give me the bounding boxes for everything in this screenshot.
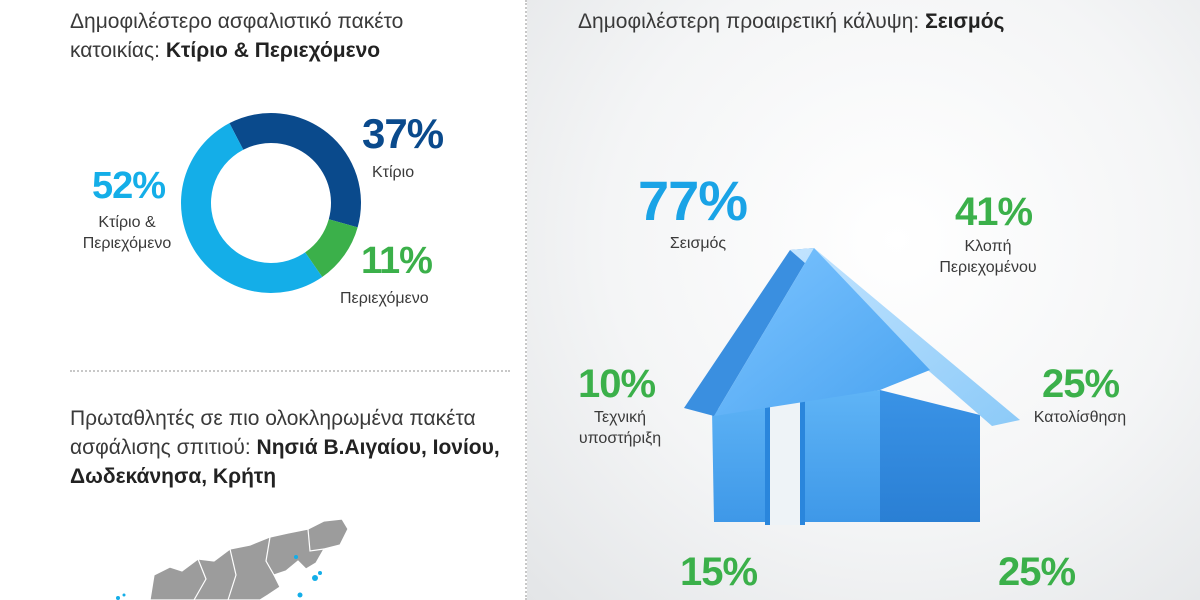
coverage-theft-value: 41%	[955, 190, 1033, 234]
donut-label-building-contents: Κτίριο & Περιεχόμενο	[82, 214, 172, 252]
coverage-earthquake-label: Σεισμός	[669, 235, 727, 252]
house-illustration	[684, 248, 1020, 525]
coverage-stat-5-value: 15%	[680, 550, 758, 594]
left-panel	[0, 0, 525, 600]
coverage-earthquake-value: 77%	[638, 169, 748, 232]
champions-heading-text: Πρωταθλητές σε πιο ολοκληρωμένα πακέτα α…	[70, 407, 476, 459]
vertical-divider	[525, 0, 527, 600]
champions-heading-highlight: Νησιά Β.Αιγαίου, Ιονίου, Δωδεκάνησα, Κρή…	[70, 436, 500, 488]
donut-segment-contents	[305, 219, 358, 277]
donut-segment-building-contents	[181, 123, 323, 293]
coverage-theft-label: Κλοπή Περιεχομένου	[939, 238, 1037, 276]
package-heading: Δημοφιλέστερο ασφαλιστικό πακέτο κατοικί…	[70, 7, 490, 65]
package-donut-chart	[181, 113, 362, 293]
donut-value-building-contents: 52%	[92, 165, 166, 207]
champions-heading: Πρωταθλητές σε πιο ολοκληρωμένα πακέτα α…	[70, 404, 500, 491]
package-heading-text: Δημοφιλέστερο ασφαλιστικό πακέτο κατοικί…	[70, 10, 404, 62]
donut-value-contents: 11%	[361, 240, 433, 282]
coverage-stat-6-value: 25%	[998, 550, 1076, 594]
coverage-tech-support-value: 10%	[578, 362, 656, 406]
coverage-landslide-value: 25%	[1042, 362, 1120, 406]
donut-label-building: Κτίριο	[372, 164, 415, 181]
coverage-heading-text: Δημοφιλέστερη προαιρετική κάλυψη:	[578, 10, 926, 33]
greece-map	[116, 518, 349, 600]
coverage-landslide-label: Κατολίσθηση	[1033, 409, 1127, 426]
donut-label-contents: Περιεχόμενο	[340, 290, 429, 307]
package-heading-highlight: Κτίριο & Περιεχόμενο	[165, 39, 381, 62]
coverage-heading: Δημοφιλέστερη προαιρετική κάλυψη: Σεισμό…	[578, 7, 1018, 36]
coverage-tech-support-label: Τεχνική υποστήριξη	[578, 409, 662, 447]
donut-segment-building	[229, 113, 362, 228]
coverage-heading-highlight: Σεισμός	[925, 10, 1005, 33]
donut-value-building: 37%	[362, 110, 444, 157]
horizontal-divider	[70, 370, 510, 372]
